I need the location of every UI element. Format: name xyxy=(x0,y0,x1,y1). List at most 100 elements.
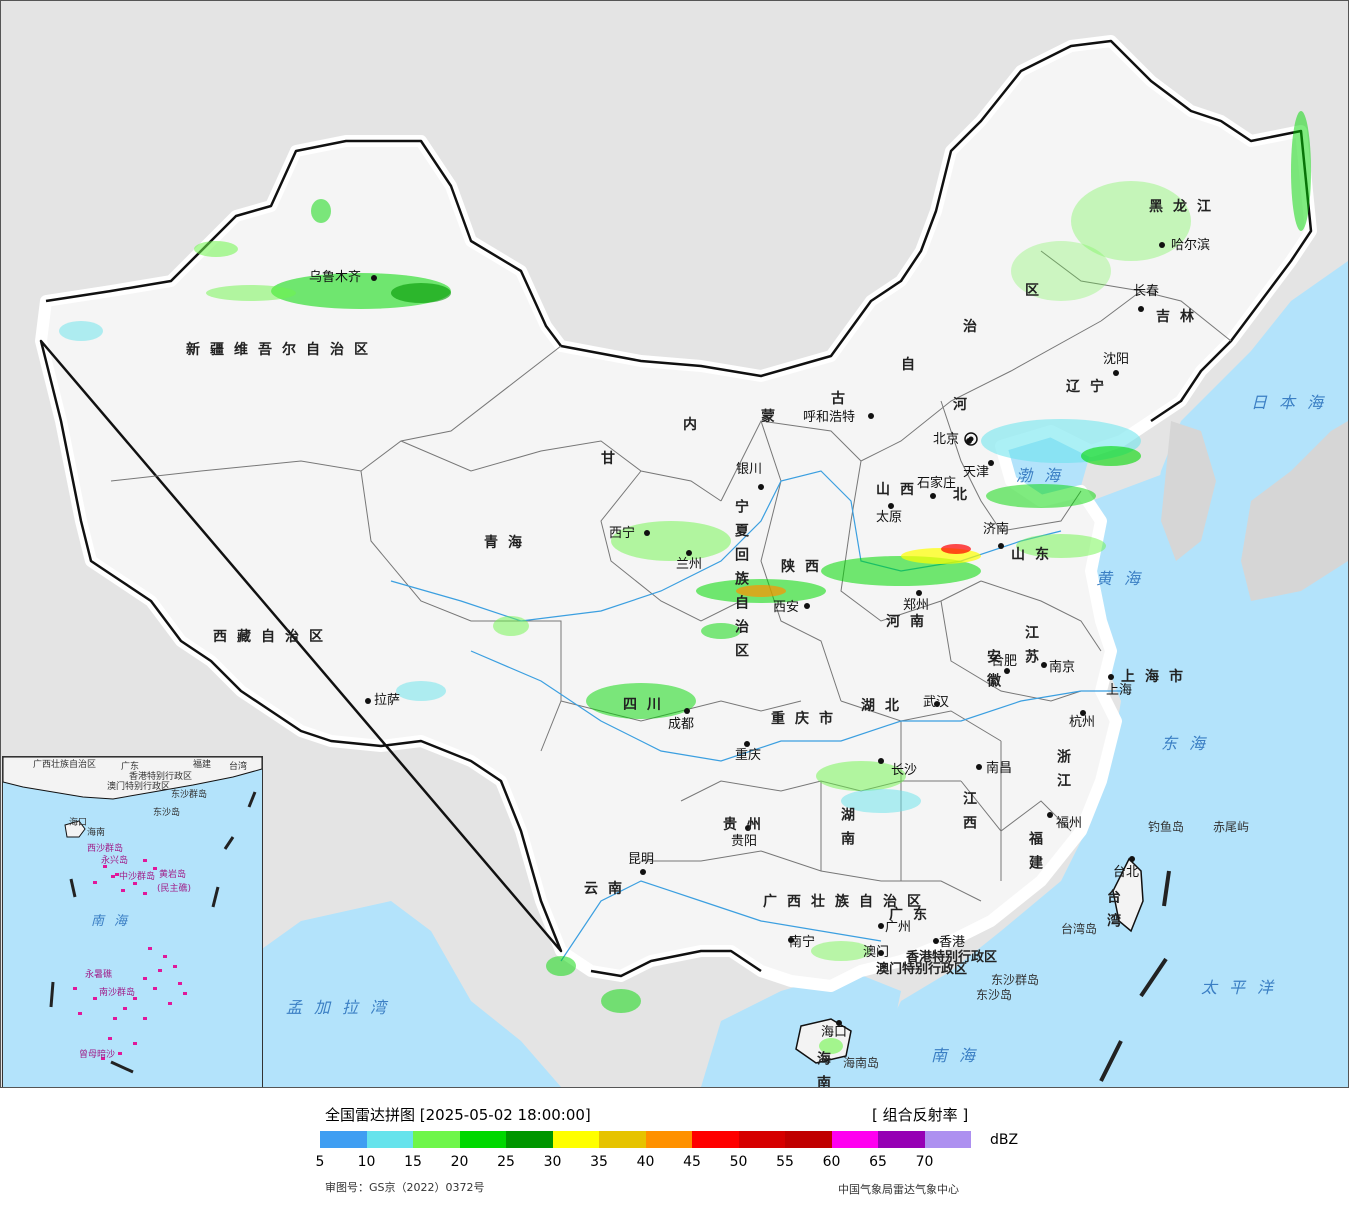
city-label: 重庆 xyxy=(735,747,761,763)
province-label: 浙江 xyxy=(1055,748,1071,797)
reef-marker xyxy=(148,947,152,950)
province-label: 广东 xyxy=(889,906,937,923)
japan-islands xyxy=(1241,421,1348,601)
inset-mainland xyxy=(3,757,262,800)
province-label: 吉林 xyxy=(1156,308,1204,325)
city-label: 南昌 xyxy=(986,760,1012,776)
legend: 全国雷达拼图 [2025-05-02 18:00:00] [ 组合反射率 ] d… xyxy=(0,1088,1349,1208)
city-label: 香港 xyxy=(939,935,965,950)
color-swatch xyxy=(831,1131,878,1148)
province-label: 新疆维吾尔自治区 xyxy=(186,341,378,358)
south-china-sea-inset: 广西壮族自治区 广东 福建 台湾 香港特别行政区 澳门特别行政区 东沙群岛 东沙岛 海口 海南 西沙… xyxy=(2,756,263,1087)
legend-tick-label: 20 xyxy=(450,1154,469,1170)
city-label: 天津 xyxy=(963,465,989,480)
reef-marker xyxy=(168,1002,172,1005)
city-label: 杭州 xyxy=(1069,715,1095,730)
yellow-sea xyxy=(1091,471,1181,621)
city-dots xyxy=(365,242,1165,1026)
province-label: 云南 xyxy=(584,880,632,897)
city-marker xyxy=(744,741,750,747)
island-label: 东沙群岛 xyxy=(991,972,1039,987)
city-marker xyxy=(916,590,922,596)
inset-label: 澳门特别行政区 xyxy=(107,780,170,792)
city-label: 银川 xyxy=(736,462,762,477)
city-label: 兰州 xyxy=(676,557,702,572)
city-marker xyxy=(640,869,646,875)
city-marker xyxy=(988,460,994,466)
city-marker xyxy=(878,950,884,956)
color-scale-bar xyxy=(320,1131,971,1148)
reef-marker xyxy=(111,875,115,878)
color-swatch xyxy=(599,1131,646,1148)
legend-tick-label: 10 xyxy=(357,1154,376,1170)
city-marker xyxy=(836,1020,842,1026)
inset-labels: 广西壮族自治区 广东 福建 台湾香港特别行政区澳门特别行政区东沙群岛东沙岛海口海南西沙… xyxy=(33,758,247,1060)
city-label: 济南 xyxy=(983,521,1009,537)
city-label: 北京 xyxy=(933,432,959,447)
city-marker xyxy=(1047,812,1053,818)
reef-marker xyxy=(73,987,77,990)
city-label: 乌鲁木齐 xyxy=(309,269,361,285)
city-marker xyxy=(878,923,884,929)
city-label: 台北 xyxy=(1113,865,1139,880)
inset-map: 广西壮族自治区 广东 福建 台湾香港特别行政区澳门特别行政区东沙群岛东沙岛海口海南西沙… xyxy=(3,757,262,1074)
inset-label: 香港特别行政区 xyxy=(129,770,192,782)
inset-boundary xyxy=(49,791,257,1074)
province-label: 治 xyxy=(963,318,987,335)
city-label: 澳门 xyxy=(863,944,889,960)
city-marker xyxy=(1138,306,1144,312)
color-swatch xyxy=(924,1131,971,1148)
city-label: 太原 xyxy=(876,510,902,525)
province-label: 福建 xyxy=(1027,830,1044,879)
radar-echoes xyxy=(59,111,1311,1054)
reef-marker xyxy=(101,1057,105,1060)
legend-tick-label: 70 xyxy=(915,1154,934,1170)
maritime-boundary xyxy=(1099,870,1171,1082)
color-swatch xyxy=(366,1131,413,1148)
city-label: 长沙 xyxy=(891,763,917,778)
inset-label: 永兴岛 xyxy=(101,854,128,866)
city-marker xyxy=(684,708,690,714)
taiwan-island xyxy=(1112,857,1144,933)
reef-marker xyxy=(133,997,137,1000)
inset-label: 永暑礁 xyxy=(85,968,112,980)
city-label: 成都 xyxy=(668,717,694,732)
reef-marker xyxy=(143,892,147,895)
legend-tick-label: 65 xyxy=(869,1154,887,1170)
legend-tick-label: 5 xyxy=(315,1154,325,1170)
data-source: 中国气象局雷达气象中心 xyxy=(838,1183,959,1196)
inset-label: 海南 xyxy=(87,826,105,838)
inset-label: 南沙群岛 xyxy=(99,986,135,998)
legend-unit: dBZ xyxy=(990,1132,1019,1148)
island-label: 钓鱼岛 xyxy=(1148,819,1184,834)
reef-marker xyxy=(133,1042,137,1045)
province-label: 安徽 xyxy=(985,648,1002,697)
province-label: 内 xyxy=(683,416,707,433)
reef-marker xyxy=(133,882,137,885)
city-marker xyxy=(888,503,894,509)
city-marker xyxy=(644,530,650,536)
inset-label: 东沙岛 xyxy=(153,806,180,818)
reef-marker xyxy=(123,1007,127,1010)
city-marker xyxy=(686,550,692,556)
color-swatch xyxy=(645,1131,692,1148)
city-label: 贵阳 xyxy=(731,834,757,849)
legend-title: 全国雷达拼图 [2025-05-02 18:00:00] xyxy=(325,1106,591,1124)
city-marker xyxy=(788,937,794,943)
reef-marker xyxy=(103,865,107,868)
reef-marker xyxy=(158,969,162,972)
city-label: 西宁 xyxy=(609,525,635,541)
legend-tick-label: 35 xyxy=(590,1154,608,1170)
province-label: 西藏自治区 xyxy=(213,628,333,645)
city-marker xyxy=(1108,674,1114,680)
sea-label: 孟加拉湾 xyxy=(286,998,398,1017)
province-label: 湖北 xyxy=(861,698,909,714)
city-marker xyxy=(1113,370,1119,376)
pacific-ocean xyxy=(861,261,1348,1087)
korea-peninsula xyxy=(1161,421,1216,561)
province-label: 区 xyxy=(1025,283,1049,299)
city-label: 郑州 xyxy=(903,598,929,613)
reef-marker xyxy=(163,955,167,958)
province-label: 海南 xyxy=(815,1050,831,1087)
